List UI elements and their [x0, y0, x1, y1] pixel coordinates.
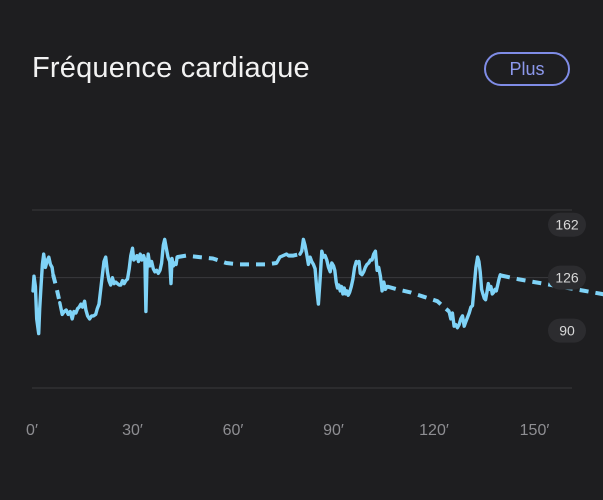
series-line-solid-4	[274, 252, 290, 265]
series-line-solid-6	[298, 237, 389, 306]
series-line-solid-0	[31, 252, 55, 336]
x-tick-label-120: 120′	[419, 422, 449, 439]
y-tick-90: 90	[548, 318, 586, 343]
x-tick-label-30: 30′	[122, 422, 143, 439]
x-tick-label-0: 0′	[26, 422, 38, 439]
y-tick-label: 162	[555, 217, 579, 233]
y-tick-162: 162	[548, 212, 586, 237]
series-line-dashed-3	[176, 253, 277, 267]
y-tick-126: 126	[548, 265, 586, 290]
y-tick-label: 126	[555, 270, 579, 286]
x-tick-label-60: 60′	[223, 422, 244, 439]
series-line-dashed-7	[386, 284, 451, 314]
x-tick-labels: 0′ 30′ 60′ 90′ 120′ 150′	[26, 422, 549, 439]
series-line-dashed-9	[500, 273, 603, 297]
more-button[interactable]: Plus	[484, 52, 570, 86]
y-tick-labels: 90 126 162	[548, 212, 586, 343]
y-tick-badge	[548, 318, 586, 343]
series-layer	[31, 237, 603, 336]
series-line-solid-2	[58, 237, 179, 321]
y-tick-badge	[548, 265, 586, 290]
series-line-dashed-5	[288, 252, 301, 258]
grid-layer	[32, 209, 572, 389]
series-line-solid-8	[447, 255, 503, 330]
x-tick-label-150: 150′	[520, 422, 550, 439]
x-tick-label-90: 90′	[323, 422, 344, 439]
page-title: Fréquence cardiaque	[32, 52, 310, 84]
y-tick-label: 90	[559, 323, 575, 339]
y-tick-badge	[548, 212, 586, 237]
series-line-dashed-1	[51, 274, 62, 304]
